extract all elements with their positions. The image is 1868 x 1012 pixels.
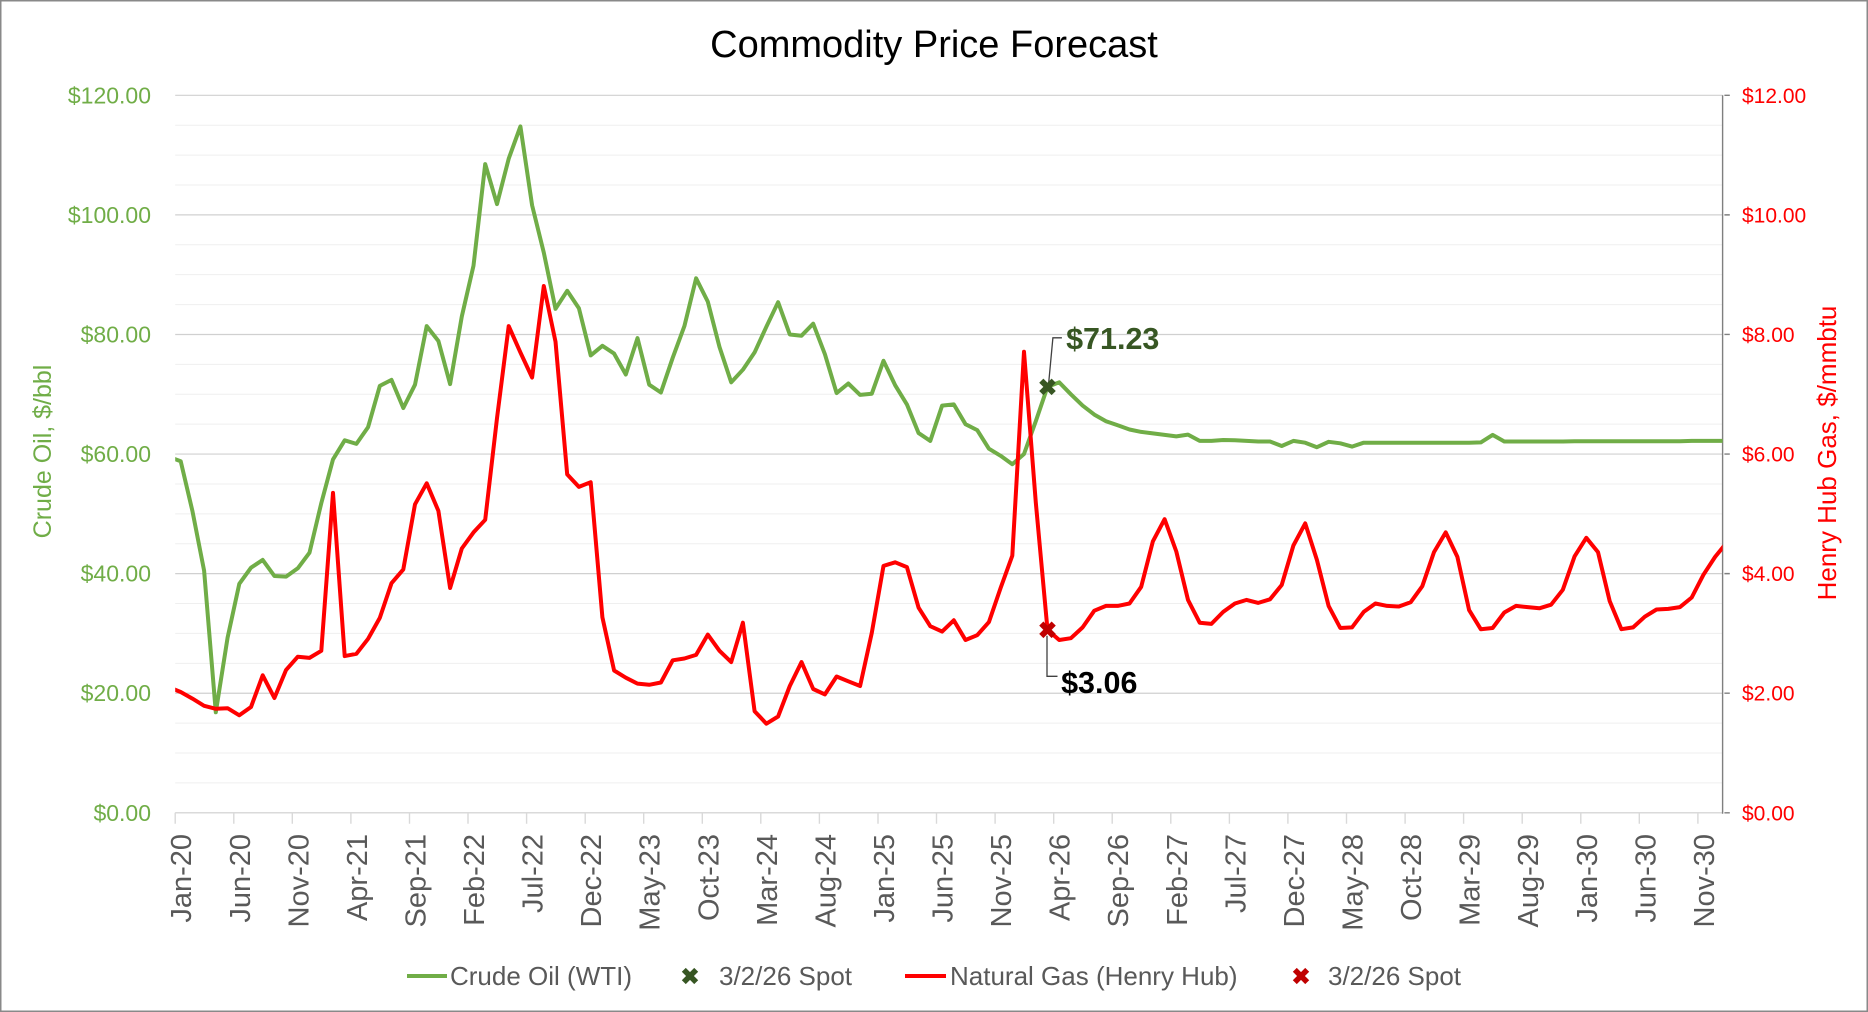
svg-text:Mar-24: Mar-24 (752, 834, 784, 926)
svg-text:Oct-23: Oct-23 (693, 834, 725, 921)
svg-text:Jan-25: Jan-25 (869, 834, 901, 923)
svg-text:Nov-30: Nov-30 (1689, 834, 1721, 928)
svg-text:Jan-30: Jan-30 (1572, 834, 1604, 923)
svg-text:Jan-20: Jan-20 (166, 834, 198, 923)
svg-text:Dec-27: Dec-27 (1279, 834, 1311, 928)
svg-text:Nov-25: Nov-25 (986, 834, 1018, 928)
svg-text:$20.00: $20.00 (81, 680, 151, 706)
svg-text:Dec-22: Dec-22 (576, 834, 608, 928)
svg-text:Mar-29: Mar-29 (1455, 834, 1487, 926)
svg-text:$40.00: $40.00 (81, 561, 151, 587)
svg-text:$60.00: $60.00 (81, 441, 151, 467)
svg-text:Aug-29: Aug-29 (1513, 834, 1545, 928)
svg-text:Jul-27: Jul-27 (1220, 834, 1252, 913)
svg-text:Nov-20: Nov-20 (283, 834, 315, 928)
svg-text:Crude Oil (WTI): Crude Oil (WTI) (450, 961, 632, 991)
svg-text:Oct-28: Oct-28 (1396, 834, 1428, 921)
svg-text:Henry Hub Gas, $/mmbtu: Henry Hub Gas, $/mmbtu (1812, 306, 1842, 601)
svg-text:$3.06: $3.06 (1061, 666, 1137, 700)
svg-text:$80.00: $80.00 (81, 322, 151, 348)
svg-text:$100.00: $100.00 (68, 202, 151, 228)
svg-text:$4.00: $4.00 (1742, 563, 1795, 586)
svg-text:May-23: May-23 (635, 834, 667, 931)
svg-text:May-28: May-28 (1338, 834, 1370, 931)
svg-text:Feb-27: Feb-27 (1162, 834, 1194, 926)
svg-text:3/2/26 Spot: 3/2/26 Spot (719, 961, 853, 991)
svg-text:Feb-22: Feb-22 (459, 834, 491, 926)
svg-text:$0.00: $0.00 (93, 800, 151, 826)
svg-text:Sep-26: Sep-26 (1103, 834, 1135, 928)
svg-text:Apr-21: Apr-21 (342, 834, 374, 921)
svg-text:Aug-24: Aug-24 (810, 834, 842, 928)
svg-text:$12.00: $12.00 (1742, 85, 1806, 108)
svg-text:$71.23: $71.23 (1066, 322, 1159, 356)
svg-text:$8.00: $8.00 (1742, 324, 1795, 347)
svg-text:$6.00: $6.00 (1742, 444, 1795, 467)
svg-text:Crude Oil, $/bbl: Crude Oil, $/bbl (29, 365, 57, 539)
svg-text:Natural Gas (Henry Hub): Natural Gas (Henry Hub) (950, 961, 1238, 991)
svg-text:Jul-22: Jul-22 (518, 834, 550, 913)
svg-text:Jun-20: Jun-20 (225, 834, 257, 923)
svg-text:Jun-25: Jun-25 (928, 834, 960, 923)
svg-text:$10.00: $10.00 (1742, 204, 1806, 227)
svg-text:Sep-21: Sep-21 (401, 834, 433, 928)
svg-text:3/2/26 Spot: 3/2/26 Spot (1328, 961, 1462, 991)
svg-text:$0.00: $0.00 (1742, 802, 1795, 825)
svg-text:$120.00: $120.00 (68, 82, 151, 108)
svg-text:$2.00: $2.00 (1742, 683, 1795, 706)
svg-text:Apr-26: Apr-26 (1045, 834, 1077, 921)
svg-text:Commodity Price Forecast: Commodity Price Forecast (710, 24, 1158, 66)
svg-text:Jun-30: Jun-30 (1630, 834, 1662, 923)
